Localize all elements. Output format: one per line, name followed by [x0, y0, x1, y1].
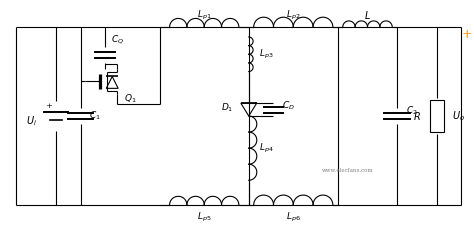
Text: $C_D$: $C_D$ [282, 100, 295, 112]
Text: $D_1$: $D_1$ [221, 102, 233, 114]
Bar [430, 100, 444, 132]
Text: $C_1$: $C_1$ [90, 110, 101, 122]
Text: +: + [46, 102, 52, 110]
Text: $C_Q$: $C_Q$ [110, 34, 124, 46]
Text: $L$: $L$ [364, 9, 371, 21]
Text: $L_{p2}$: $L_{p2}$ [286, 9, 301, 22]
Text: $U_i$: $U_i$ [26, 114, 36, 128]
Text: $L_{p3}$: $L_{p3}$ [259, 48, 274, 61]
Text: $L_{p1}$: $L_{p1}$ [197, 9, 211, 22]
Text: $L_{p4}$: $L_{p4}$ [259, 142, 274, 155]
Text: $R$: $R$ [413, 110, 421, 122]
Text: $L_{p5}$: $L_{p5}$ [197, 211, 211, 224]
Text: +: + [461, 29, 472, 42]
Text: $C_2$: $C_2$ [406, 105, 418, 117]
Text: www.elecfans.com: www.elecfans.com [322, 168, 374, 173]
Text: $U_o$: $U_o$ [452, 109, 465, 123]
Text: $Q_1$: $Q_1$ [124, 93, 137, 105]
Text: $L_{p6}$: $L_{p6}$ [286, 211, 301, 224]
